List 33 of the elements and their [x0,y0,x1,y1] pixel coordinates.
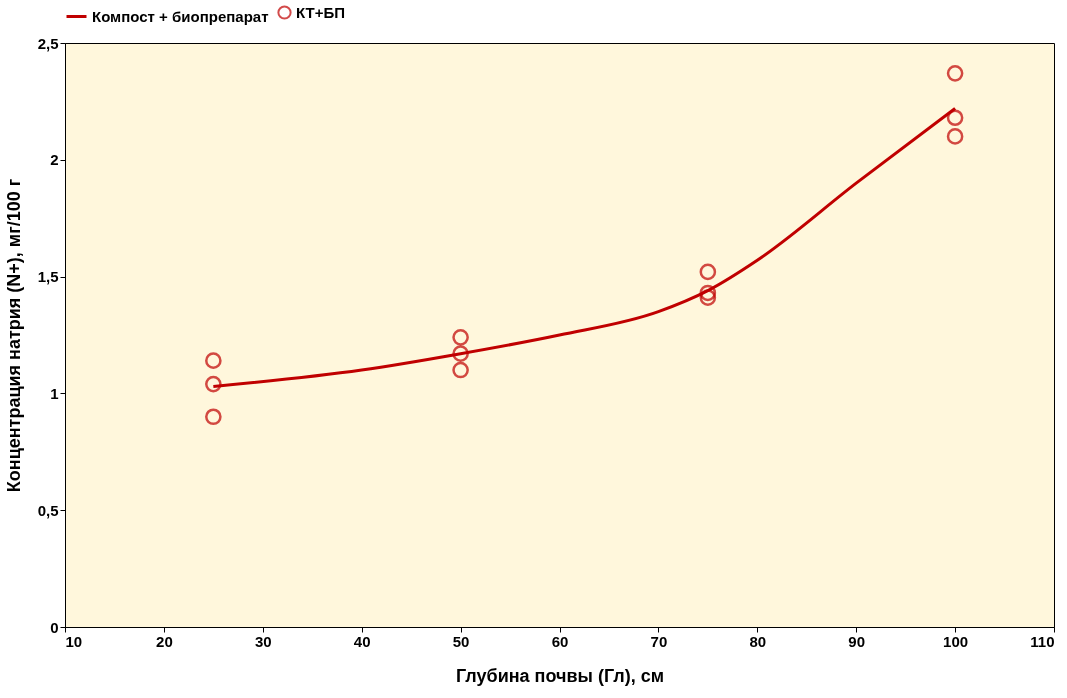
point [699,289,717,306]
point [946,65,964,82]
point [205,408,222,426]
point [205,375,222,393]
y-tick-label: 1,5 [37,268,59,286]
y-tick-label: 0 [50,618,59,636]
x-tick-label: 70 [650,632,668,650]
x-axis-title: Глубина почвы (Гл), см [456,665,664,686]
y-tick-label: 1 [50,384,59,402]
y-axis-title: Концентрация натрия (N+), мг/100 г [3,178,24,493]
point [946,109,964,127]
point [205,352,222,369]
x-tick-label: 10 [65,632,83,650]
x-tick-label: 90 [848,632,866,650]
point [452,345,469,362]
y-tick-label: 2 [50,151,59,169]
legend-label: КТ+БП [296,3,346,21]
y-tick-label: 0,5 [37,501,59,519]
point [946,128,964,145]
y-tick-label: 2,5 [37,34,59,52]
point [699,284,717,302]
x-tick-label: 60 [551,632,569,650]
x-tick-label: 100 [943,632,969,650]
point [452,361,469,379]
x-tick-label: 50 [452,632,470,650]
x-tick-label: 40 [353,632,371,650]
x-tick-label: 80 [749,632,767,650]
point [452,329,469,346]
legend-label: Компост + биопрепарат [92,7,269,25]
point [699,263,717,281]
x-tick-label: 110 [1030,632,1055,650]
x-tick-label: 30 [254,632,272,650]
x-tick-label: 20 [156,632,173,650]
